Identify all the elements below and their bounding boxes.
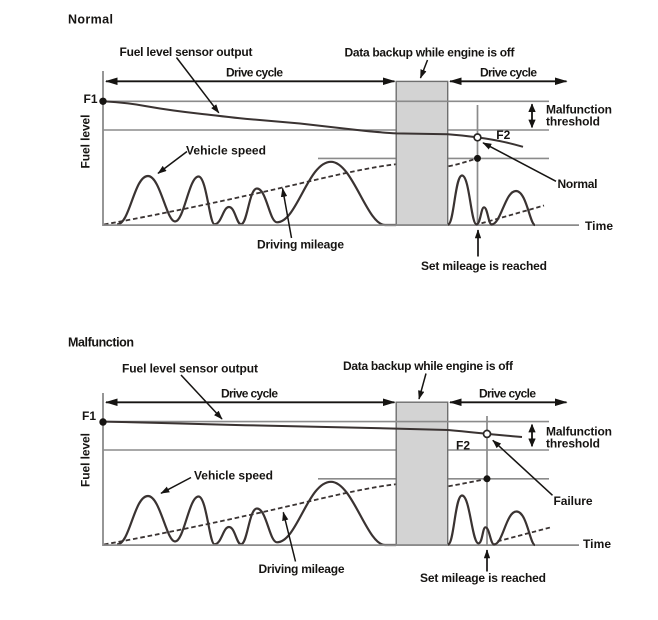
svg-text:Drive cycle: Drive cycle (479, 387, 536, 401)
svg-text:F2: F2 (496, 128, 510, 142)
svg-text:Malfunction: Malfunction (546, 103, 612, 117)
svg-text:Time: Time (585, 219, 613, 233)
svg-text:Set mileage is reached: Set mileage is reached (421, 259, 547, 273)
svg-text:Vehicle speed: Vehicle speed (194, 468, 273, 482)
svg-text:Drive cycle: Drive cycle (226, 66, 283, 80)
svg-text:Malfunction: Malfunction (546, 425, 612, 439)
svg-text:threshold: threshold (546, 437, 600, 451)
svg-text:Time: Time (583, 537, 611, 551)
svg-text:Normal: Normal (68, 13, 113, 27)
svg-text:Fuel level: Fuel level (79, 433, 93, 487)
svg-text:Fuel level: Fuel level (79, 115, 93, 169)
svg-text:Fuel level sensor output: Fuel level sensor output (120, 45, 253, 59)
svg-text:Set mileage is reached: Set mileage is reached (420, 571, 546, 585)
svg-text:Drive cycle: Drive cycle (480, 66, 537, 80)
svg-text:Vehicle speed: Vehicle speed (186, 144, 266, 158)
svg-text:Data backup while engine is of: Data backup while engine is off (343, 359, 514, 373)
svg-text:F1: F1 (82, 409, 96, 423)
svg-text:Normal: Normal (558, 177, 598, 191)
svg-text:Driving mileage: Driving mileage (259, 562, 345, 576)
svg-text:F2: F2 (456, 439, 470, 453)
svg-text:Failure: Failure (554, 494, 593, 508)
svg-text:Driving mileage: Driving mileage (257, 238, 344, 252)
svg-text:Drive cycle: Drive cycle (221, 387, 278, 401)
svg-text:F1: F1 (84, 92, 98, 106)
svg-text:Fuel level sensor output: Fuel level sensor output (122, 362, 258, 376)
svg-text:threshold: threshold (546, 115, 600, 129)
svg-text:Data backup while engine is of: Data backup while engine is off (345, 46, 516, 60)
svg-text:Malfunction: Malfunction (68, 336, 134, 350)
